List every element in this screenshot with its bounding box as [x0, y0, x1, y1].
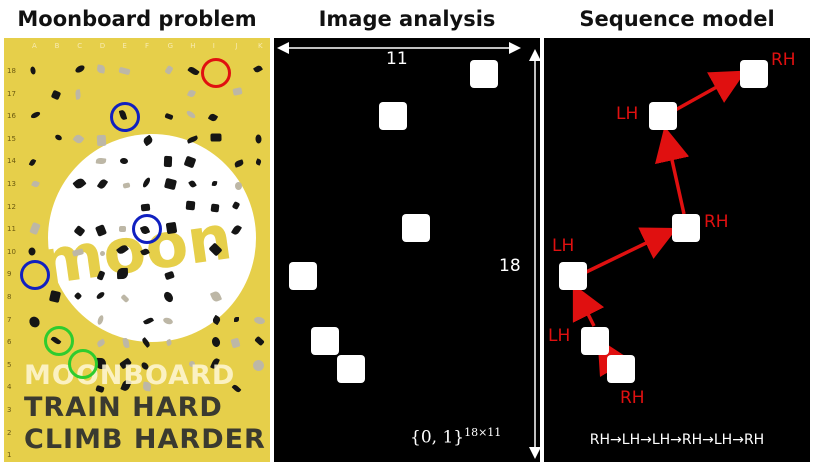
- hold-cell: [311, 327, 339, 355]
- hold: [233, 316, 239, 322]
- hold: [185, 200, 196, 211]
- arrow-4: [654, 126, 690, 215]
- title-moonboard-problem: Moonboard problem: [17, 7, 257, 31]
- row-number-12: 12: [7, 202, 16, 211]
- hold: [122, 181, 131, 189]
- row-number-14: 14: [7, 157, 16, 166]
- column-letter-c: C: [77, 42, 83, 50]
- image-analysis-panel: 11 18 {0, 1}18×11: [274, 38, 540, 462]
- hold: [96, 134, 107, 147]
- arrow-5: [669, 70, 747, 115]
- row-number-13: 13: [7, 180, 16, 188]
- middle-hold-ring-2: [132, 214, 162, 244]
- column-letter-h: H: [190, 42, 196, 50]
- formula-exponent: 18×11: [464, 426, 502, 439]
- column-letter-e: E: [122, 42, 127, 50]
- arrow-2: [572, 283, 605, 327]
- row-number-7: 7: [7, 315, 12, 324]
- row-number-10: 10: [7, 247, 16, 256]
- row-number-15: 15: [7, 134, 16, 143]
- sequence-hold: [581, 327, 609, 355]
- hold: [234, 181, 242, 190]
- binary-matrix-formula: {0, 1}18×11: [410, 426, 501, 448]
- row-number-2: 2: [7, 428, 12, 437]
- hand-label-rh-top: RH: [771, 50, 796, 70]
- row-number-11: 11: [7, 225, 16, 234]
- hand-label-lh-lower: LH: [548, 326, 571, 346]
- slogan-train-hard: TRAIN HARD: [24, 392, 223, 423]
- dimension-arrows: [277, 42, 540, 459]
- slogan-moonboard: MOONBOARD: [24, 360, 236, 391]
- column-letter-f: F: [145, 42, 150, 50]
- start-hold-ring-2: [68, 349, 98, 379]
- hand-label-lh-middle: LH: [552, 236, 575, 256]
- sequence-hold: [607, 355, 635, 383]
- hold-cell: [379, 102, 407, 130]
- middle-hold-ring-1: [110, 102, 140, 132]
- row-number-3: 3: [7, 406, 12, 414]
- column-letter-i: I: [212, 42, 215, 50]
- hold-cell: [289, 262, 317, 290]
- sequence-hold: [740, 60, 768, 88]
- sequence-hold: [649, 102, 677, 130]
- hold: [118, 225, 126, 233]
- height-label: 18: [499, 256, 521, 276]
- row-number-5: 5: [7, 360, 12, 369]
- sequence-arrows: [572, 70, 747, 381]
- row-number-6: 6: [7, 338, 12, 347]
- hold-cell: [470, 60, 498, 88]
- hold: [165, 221, 178, 235]
- hold-cell: [337, 355, 365, 383]
- row-number-16: 16: [7, 112, 16, 121]
- hand-label-lh-upper: LH: [616, 104, 639, 124]
- start-hold-ring-1: [44, 326, 74, 356]
- formula-base: {0, 1}: [410, 427, 465, 448]
- width-label: 11: [386, 49, 408, 69]
- row-number-17: 17: [7, 89, 16, 98]
- hand-label-rh-middle: RH: [704, 212, 729, 232]
- finish-hold-ring: [201, 58, 231, 88]
- middle-hold-ring-3: [20, 260, 50, 290]
- column-letter-g: G: [167, 42, 174, 50]
- row-number-9: 9: [7, 270, 12, 279]
- column-letter-a: A: [32, 42, 37, 50]
- column-letter-k: K: [258, 42, 263, 50]
- row-number-1: 1: [7, 451, 12, 460]
- sequence-summary: RH→LH→LH→RH→LH→RH: [589, 432, 765, 448]
- hold: [163, 155, 173, 167]
- sequence-model-panel: RH LH RH LH LH RH RH→LH→LH→RH→LH→RH: [544, 38, 810, 462]
- hold: [210, 203, 220, 213]
- row-number-4: 4: [7, 383, 12, 392]
- sequence-hold: [672, 214, 700, 242]
- hold: [210, 132, 222, 142]
- title-sequence-model: Sequence model: [579, 7, 775, 31]
- column-letter-d: D: [99, 42, 106, 50]
- title-image-analysis: Image analysis: [318, 7, 496, 31]
- column-letter-b: B: [54, 42, 60, 50]
- slogan-climb-harder: CLIMB HARDER: [24, 424, 266, 455]
- row-number-8: 8: [7, 293, 12, 301]
- hand-label-rh-start: RH: [620, 388, 645, 408]
- hold-cell: [402, 214, 430, 242]
- row-number-18: 18: [7, 67, 16, 75]
- arrow-3: [577, 227, 678, 278]
- sequence-hold: [559, 262, 587, 290]
- column-letter-j: J: [235, 42, 238, 50]
- hold: [140, 203, 151, 211]
